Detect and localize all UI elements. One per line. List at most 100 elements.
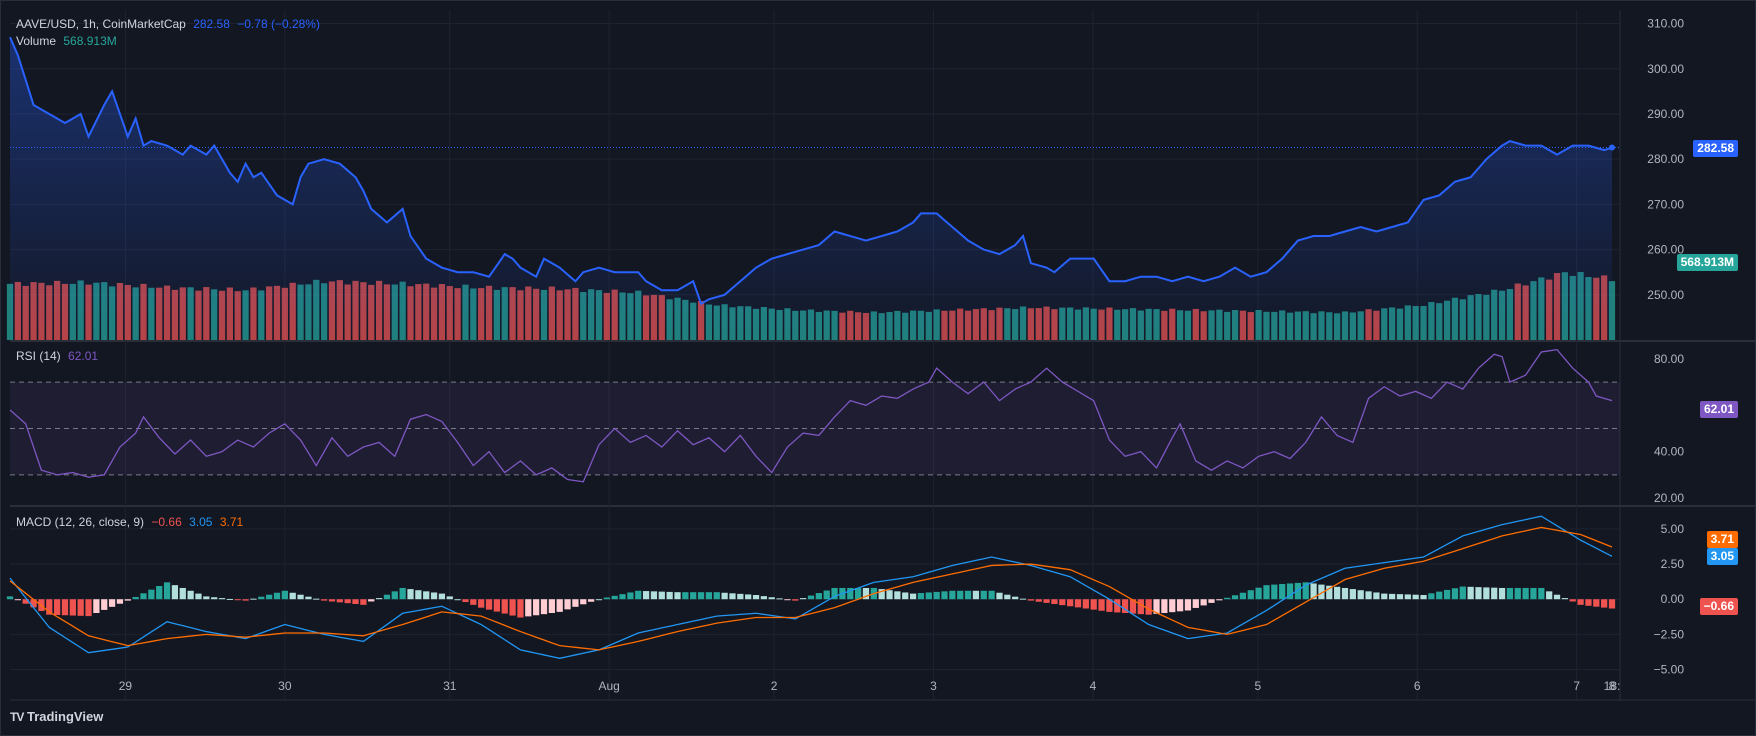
- volume-tag: 568.913M: [1676, 254, 1738, 271]
- macd-histogram-bar: [336, 599, 343, 603]
- macd-label[interactable]: MACD (12, 26, close, 9): [16, 515, 145, 529]
- price-tick-label: 270.00: [1647, 197, 1684, 211]
- macd-histogram-bar: [61, 599, 69, 616]
- price-tick-label: 280.00: [1647, 152, 1684, 166]
- macd-histogram-bar: [556, 599, 563, 612]
- macd-histogram-bar: [957, 590, 964, 600]
- macd-tick-label: 0.00: [1661, 592, 1685, 606]
- macd-histogram-bar: [116, 599, 124, 604]
- macd-histogram-bar: [1106, 599, 1113, 612]
- macd-histogram-bar: [1318, 584, 1325, 600]
- tradingview-logo[interactable]: TV TradingView: [10, 709, 103, 724]
- price-tick-label: 310.00: [1647, 17, 1684, 31]
- macd-histogram-bar: [1483, 587, 1490, 600]
- macd-histogram-bar: [297, 594, 304, 600]
- rsi-line: [9, 348, 1613, 483]
- macd-histogram-bar: [22, 599, 29, 604]
- time-tick-label: 8: [1609, 679, 1616, 693]
- macd-histogram-bar: [650, 591, 658, 600]
- macd-histogram-bar: [148, 589, 155, 600]
- macd-histogram-bar: [972, 590, 980, 600]
- rsi-label[interactable]: RSI (14): [16, 349, 61, 363]
- macd-histogram-bar: [776, 598, 783, 600]
- macd-histogram-bar: [996, 592, 1003, 600]
- macd-histogram-bar: [171, 585, 179, 600]
- macd-histogram-bar: [313, 598, 320, 600]
- tradingview-mark-icon: TV: [10, 710, 24, 724]
- macd-histogram-bar: [1216, 599, 1223, 601]
- price-tag: 282.58: [1693, 140, 1738, 157]
- macd-histogram-bar: [501, 599, 508, 614]
- macd-histogram-bar: [203, 596, 210, 600]
- macd-histogram-bar: [423, 591, 430, 600]
- macd-histogram-bar: [611, 595, 618, 600]
- macd-histogram-bar: [258, 596, 265, 600]
- macd-histogram-bar: [682, 592, 689, 600]
- macd-histogram-bar: [1561, 598, 1569, 600]
- macd-histogram-bar: [737, 593, 744, 600]
- macd-histogram-bar: [1184, 599, 1192, 611]
- macd-histogram-bar: [328, 599, 336, 602]
- macd-histogram-bar: [902, 592, 909, 600]
- macd-histogram-bar: [1451, 588, 1459, 600]
- macd-histogram-bar: [705, 592, 713, 600]
- macd-histogram-bar: [619, 594, 626, 600]
- macd-histogram-bar: [925, 592, 932, 600]
- macd-histogram-bar: [752, 595, 760, 600]
- brand-label: TradingView: [26, 709, 104, 724]
- macd-histogram-bar: [1114, 599, 1121, 613]
- macd-histogram-bar: [1334, 586, 1341, 600]
- macd-histogram-bar: [470, 599, 477, 605]
- time-tick-label: 7: [1573, 679, 1580, 693]
- macd-histogram-bar: [517, 599, 524, 618]
- macd-histogram-bar: [281, 590, 288, 600]
- macd-histogram-bar: [1224, 597, 1231, 600]
- symbol-title[interactable]: AAVE/USD, 1h, CoinMarketCap: [16, 17, 186, 31]
- macd-histogram-bar: [1153, 599, 1160, 614]
- macd-histogram-bar: [1381, 593, 1388, 600]
- macd-histogram-bar: [1467, 586, 1474, 600]
- macd-histogram-bar: [85, 599, 92, 617]
- macd-histogram-bar: [1255, 587, 1262, 600]
- macd-histogram-bar: [1310, 583, 1317, 600]
- macd-histogram-bar: [666, 591, 673, 600]
- time-tick-label: 3: [930, 679, 937, 693]
- price-area: [10, 37, 1612, 340]
- macd-histogram-bar: [69, 599, 76, 616]
- time-tick-label: 29: [119, 679, 133, 693]
- macd-histogram-bar: [721, 592, 728, 600]
- macd-histogram-bar: [768, 597, 775, 600]
- macd-histogram-bar: [1530, 587, 1537, 600]
- macd-histogram-bar: [101, 599, 108, 610]
- macd-histogram-bar: [1231, 595, 1239, 600]
- macd-histogram-bar: [1051, 599, 1058, 605]
- price-tick-label: 260.00: [1647, 243, 1684, 257]
- macd-histogram-bar: [894, 591, 901, 600]
- macd-histogram-bar: [1412, 594, 1419, 600]
- macd-histogram-bar: [446, 596, 453, 600]
- macd-histogram-bar: [1090, 599, 1097, 610]
- macd-histogram-bar: [218, 598, 226, 600]
- macd-histogram-bar: [163, 582, 171, 600]
- macd-histogram-bar: [642, 591, 650, 600]
- macd-histogram-bar: [831, 587, 838, 600]
- macd-histogram-bar: [1341, 587, 1349, 600]
- time-tick-label: 2: [771, 679, 778, 693]
- macd-histogram-bar: [580, 599, 587, 605]
- macd-histogram-bar: [1294, 582, 1302, 600]
- volume-label[interactable]: Volume: [16, 34, 57, 48]
- macd-histogram-bar: [1443, 589, 1451, 600]
- macd-histogram-bar: [603, 597, 610, 600]
- macd-histogram-bar: [383, 594, 391, 600]
- macd-histogram-bar: [478, 599, 485, 608]
- macd-histogram-bar: [980, 590, 987, 600]
- macd-histogram-bar: [917, 593, 925, 600]
- macd-histogram-bar: [140, 593, 147, 600]
- price-line: [9, 36, 1613, 306]
- macd-histogram-bar: [1585, 599, 1592, 606]
- macd-histogram-bar: [1286, 583, 1294, 600]
- macd-histogram-bar: [823, 590, 830, 600]
- macd-histogram-bar: [289, 592, 296, 600]
- time-tick-label: 18:: [1604, 679, 1621, 693]
